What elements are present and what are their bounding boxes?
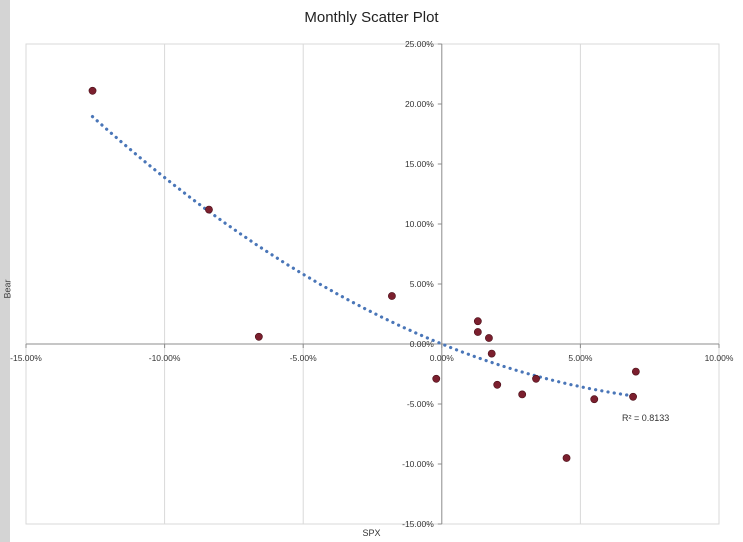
data-point [473, 317, 482, 326]
r-squared-label: R² = 0.8133 [622, 413, 670, 423]
y-tick-label: -10.00% [402, 459, 434, 469]
left-edge-strip [0, 0, 10, 542]
data-point [590, 395, 599, 404]
y-tick-label: 0.00% [410, 339, 435, 349]
data-point [473, 328, 482, 336]
x-tick-label: 10.00% [705, 353, 734, 363]
data-point [254, 332, 263, 341]
data-point [629, 392, 637, 401]
y-tick-label: 5.00% [410, 279, 435, 289]
data-point [487, 349, 496, 358]
plot-area [25, 43, 720, 525]
data-point [485, 334, 493, 342]
x-tick-label: -15.00% [10, 353, 42, 363]
y-tick-label: 20.00% [405, 99, 434, 109]
trendline [90, 115, 638, 398]
y-tick-label: -5.00% [407, 399, 434, 409]
y-tick-label: 25.00% [405, 39, 434, 49]
data-point [388, 292, 396, 300]
x-tick-label: 5.00% [568, 353, 593, 363]
y-tick-label: -15.00% [402, 519, 434, 529]
data-point [88, 86, 97, 95]
data-point [518, 390, 527, 399]
data-point [205, 205, 213, 214]
y-tick-label: 15.00% [405, 159, 434, 169]
x-axis-label: SPX [362, 528, 381, 538]
x-tick-label: 0.00% [430, 353, 455, 363]
y-axis-label: Bear [2, 279, 13, 299]
chart-title: Monthly Scatter Plot [304, 9, 439, 26]
data-point [562, 454, 571, 462]
x-tick-label: -10.00% [149, 353, 181, 363]
data-point [493, 380, 502, 389]
x-tick-label: -5.00% [290, 353, 317, 363]
data-point [631, 367, 640, 376]
data-point [532, 374, 540, 383]
data-point [432, 374, 441, 383]
y-tick-label: 10.00% [405, 219, 434, 229]
